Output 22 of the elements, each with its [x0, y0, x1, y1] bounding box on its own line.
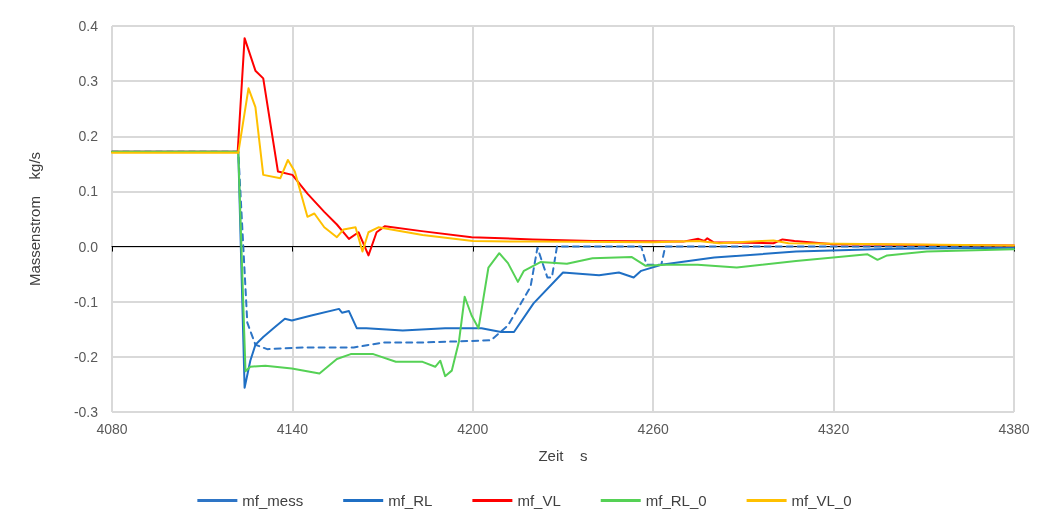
y-tick-label: 0.4 — [78, 18, 99, 34]
x-tick-label: 4080 — [96, 421, 128, 437]
y-tick-label: 0.3 — [78, 73, 99, 90]
x-tick-label: 4320 — [818, 421, 850, 437]
y-tick-label: -0.3 — [73, 404, 99, 420]
x-tick-label: 4380 — [998, 421, 1030, 437]
legend-label: mf_RL_0 — [645, 492, 707, 509]
y-tick-label: -0.2 — [73, 348, 99, 365]
y-tick-label: 0.1 — [78, 183, 99, 200]
legend-label: mf_mess — [242, 492, 304, 509]
y-tick-label: 0.0 — [78, 238, 99, 255]
x-tick-label: 4200 — [457, 421, 489, 437]
y-axis-title: Massenstrom kg/s — [26, 151, 43, 287]
x-tick-label: 4140 — [276, 421, 309, 437]
x-axis-title: Zeit s — [538, 447, 588, 464]
x-tick-label: 4260 — [637, 421, 669, 437]
legend-label: mf_RL — [388, 492, 433, 509]
legend-label: mf_VL_0 — [791, 492, 852, 509]
y-tick-label: 0.2 — [78, 128, 99, 145]
legend-label: mf_VL — [517, 492, 561, 509]
line-series — [111, 87, 1015, 253]
y-tick-label: -0.1 — [73, 293, 99, 310]
